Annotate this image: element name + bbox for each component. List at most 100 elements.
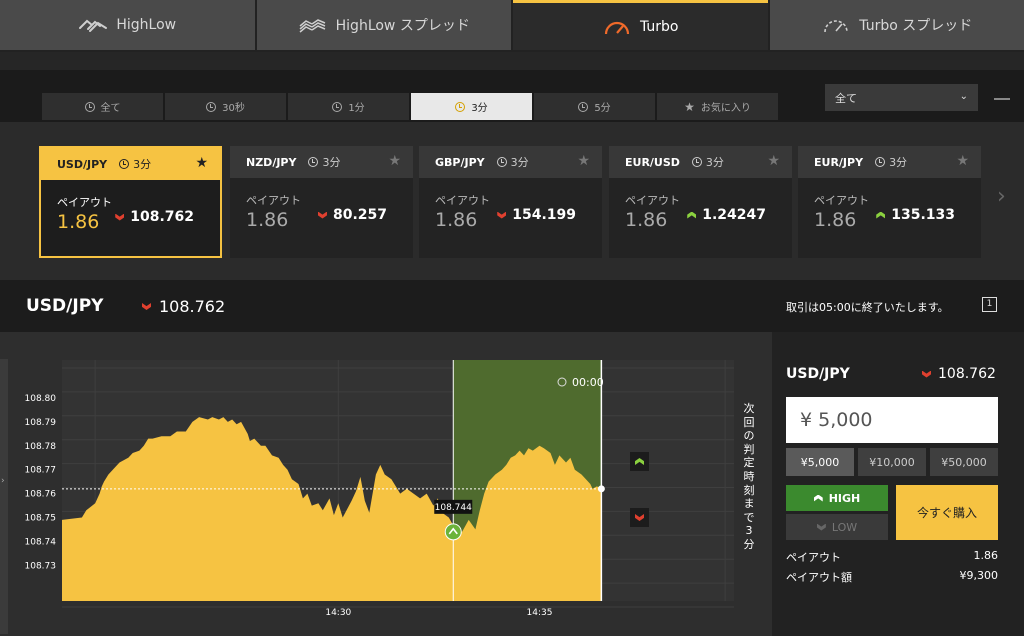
card-header: EUR/USD 3分 ★ <box>609 146 792 178</box>
time-tab-5m[interactable]: 5分 <box>534 93 655 120</box>
down-arrow-icon <box>816 523 826 531</box>
card-header: NZD/JPY 3分 ★ <box>230 146 413 178</box>
clock-icon <box>691 157 702 167</box>
asset-card-eur-usd[interactable]: EUR/USD 3分 ★ ペイアウト 1.86 1.24247 <box>609 146 792 258</box>
asset-card-gbp-jpy[interactable]: GBP/JPY 3分 ★ ペイアウト 1.86 154.199 <box>419 146 602 258</box>
highlow-spread-icon <box>298 16 328 34</box>
favorite-star-icon[interactable]: ★ <box>767 153 780 169</box>
card-duration: 3分 <box>308 154 340 170</box>
card-payout-value: 1.86 <box>625 209 668 231</box>
asset-filter-select[interactable]: 全て ⌄ <box>825 84 978 111</box>
clock-icon <box>496 157 507 167</box>
asset-card-eur-jpy[interactable]: EUR/JPY 3分 ★ ペイアウト 1.86 135.133 <box>798 146 981 258</box>
up-arrow-icon <box>876 211 886 219</box>
down-arrow-icon <box>922 370 931 378</box>
asset-card-usd-jpy[interactable]: USD/JPY 3分 ★ ペイアウト 1.86 108.762 <box>39 146 222 258</box>
tab-label: HighLow スプレッド <box>335 18 470 34</box>
x-tick-label: 14:30 <box>325 608 351 618</box>
card-duration: 3分 <box>875 154 907 170</box>
amount-50000-button[interactable]: ¥50,000 <box>930 448 998 476</box>
card-payout-label: ペイアウト <box>435 194 490 207</box>
high-button[interactable]: HIGH <box>786 485 888 511</box>
speedometer-icon <box>602 18 632 36</box>
current-rate-dot <box>597 485 605 493</box>
entry-tooltip <box>434 499 473 514</box>
asset-card-nzd-jpy[interactable]: NZD/JPY 3分 ★ ペイアウト 1.86 80.257 <box>230 146 413 258</box>
chart-collapse-handle[interactable] <box>0 359 8 634</box>
card-payout-value: 1.86 <box>57 211 100 233</box>
divider-band <box>0 52 1024 70</box>
high-indicator <box>630 452 649 471</box>
clock-icon <box>332 101 343 112</box>
product-tabs: HighLow HighLow スプレッド Turbo Turbo スプレッド <box>0 0 1024 52</box>
card-pair: GBP/JPY <box>435 155 485 169</box>
clock-icon <box>578 101 589 112</box>
y-tick-label: 108.80 <box>25 394 57 404</box>
amount-10000-button[interactable]: ¥10,000 <box>858 448 926 476</box>
expiry-timer: 00:00 <box>572 376 604 389</box>
low-button[interactable]: LOW <box>786 514 888 540</box>
favorite-star-icon[interactable]: ★ <box>195 155 208 171</box>
favorite-star-icon[interactable]: ★ <box>956 153 969 169</box>
highlow-icon <box>78 16 108 34</box>
trade-end-message: 取引は05:00に終了いたします。 <box>786 301 949 314</box>
clock-icon <box>308 157 319 167</box>
down-arrow-icon <box>635 514 644 521</box>
payout-amount-row: ペイアウト額 ¥9,300 <box>786 569 998 584</box>
payout-row: ペイアウト 1.86 <box>786 549 998 564</box>
chevron-right-icon[interactable]: › <box>1 476 5 486</box>
trade-pair: USD/JPY <box>786 366 850 382</box>
down-arrow-icon <box>142 303 151 310</box>
tab-turbo-spread[interactable]: Turbo スプレッド <box>769 0 1024 50</box>
chevron-right-icon[interactable]: › <box>997 184 1006 209</box>
card-pair: EUR/JPY <box>814 155 864 169</box>
favorite-star-icon[interactable]: ★ <box>577 153 590 169</box>
y-tick-label: 108.76 <box>25 490 57 500</box>
entry-tooltip-label: 108.744 <box>435 503 472 513</box>
time-tab-1m[interactable]: 1分 <box>288 93 409 120</box>
card-payout-label: ペイアウト <box>814 194 869 207</box>
card-payout-value: 1.86 <box>435 209 478 231</box>
up-arrow-icon <box>635 458 644 465</box>
minimize-icon[interactable] <box>994 98 1010 100</box>
clock-icon <box>84 101 95 112</box>
up-arrow-icon <box>687 211 697 219</box>
tab-turbo[interactable]: Turbo <box>513 0 768 50</box>
star-icon: ★ <box>684 99 695 114</box>
card-payout-label: ペイアウト <box>625 194 680 207</box>
y-tick-label: 108.74 <box>25 537 57 547</box>
card-header: GBP/JPY 3分 ★ <box>419 146 602 178</box>
time-tab-all[interactable]: 全て <box>42 93 163 120</box>
buy-now-button[interactable]: 今すぐ購入 <box>896 485 998 540</box>
x-tick-label: 14:35 <box>527 608 553 618</box>
card-rate: 154.199 <box>497 207 576 223</box>
time-tab-3m[interactable]: 3分 <box>411 93 532 120</box>
time-tab-30s[interactable]: 30秒 <box>165 93 286 120</box>
card-payout-label: ペイアウト <box>246 194 301 207</box>
trade-rate: 108.762 <box>922 366 996 382</box>
down-arrow-icon <box>115 213 125 221</box>
time-tab-favorites[interactable]: ★ お気に入り <box>657 93 778 120</box>
card-payout-value: 1.86 <box>246 209 289 231</box>
single-window-icon[interactable]: 1 <box>982 297 997 312</box>
card-rate: 80.257 <box>317 207 387 223</box>
y-tick-label: 108.75 <box>25 514 57 524</box>
down-arrow-icon <box>317 211 327 219</box>
chevron-down-icon: ⌄ <box>959 91 968 102</box>
tab-highlow-spread[interactable]: HighLow スプレッド <box>256 0 511 50</box>
clock-icon <box>875 157 886 167</box>
price-area-series <box>62 417 602 601</box>
pair-header <box>0 280 1024 332</box>
y-tick-label: 108.79 <box>25 418 57 428</box>
price-chart: 108.80 108.79 108.78 108.77 108.76 108.75 108.… <box>8 359 772 636</box>
favorite-star-icon[interactable]: ★ <box>388 153 401 169</box>
investment-amount-input[interactable]: ¥ 5,000 <box>786 397 998 443</box>
amount-5000-button[interactable]: ¥5,000 <box>786 448 854 476</box>
tab-label: Turbo スプレッド <box>859 18 973 34</box>
trade-panel <box>772 332 1024 636</box>
tab-highlow[interactable]: HighLow <box>0 0 255 50</box>
card-pair: EUR/USD <box>625 155 680 169</box>
y-tick-label: 108.73 <box>25 561 57 571</box>
tab-label: Turbo <box>639 18 679 35</box>
clock-icon <box>455 101 466 112</box>
